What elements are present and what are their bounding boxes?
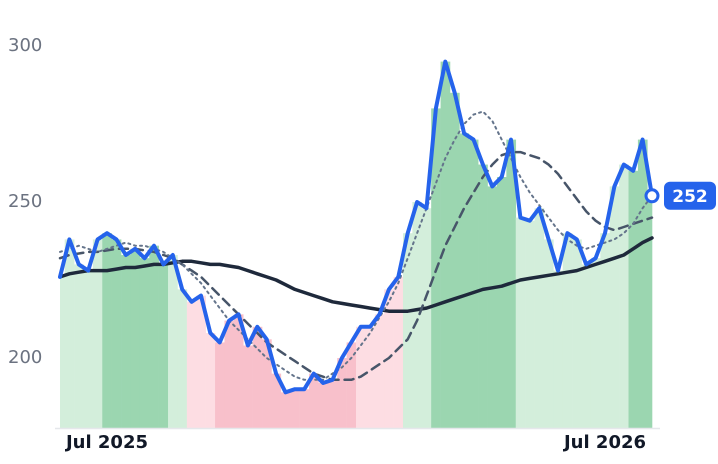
regime-fill — [590, 258, 601, 429]
regime-fill — [280, 392, 291, 429]
regime-fill — [149, 245, 159, 429]
last-value-badge — [664, 181, 716, 210]
regime-fill — [121, 255, 131, 429]
regime-fill — [64, 239, 75, 429]
regime-fill — [468, 139, 479, 429]
regime-fill — [262, 339, 272, 429]
regime-fill — [581, 264, 592, 429]
regime-fill — [233, 314, 244, 429]
regime-fill — [92, 239, 103, 429]
regime-fill — [421, 208, 432, 429]
regime-fill — [440, 61, 451, 429]
regime-fill — [534, 208, 545, 429]
series-line — [58, 59, 654, 395]
regime-fill — [215, 342, 225, 429]
lines — [58, 59, 654, 395]
regime-fill — [130, 248, 141, 429]
y-tick-label: 300 — [8, 35, 42, 56]
regime-fill — [224, 320, 235, 429]
regime-fill — [327, 379, 338, 429]
regime-fill — [609, 186, 620, 429]
x-tick-label: Jul 2026 — [562, 432, 646, 453]
regime-fill — [318, 382, 329, 429]
regime-fill — [252, 326, 263, 429]
regime-fill — [412, 202, 423, 429]
regime-fill — [60, 276, 65, 429]
regime-fill — [374, 314, 385, 429]
regime-fill — [365, 326, 376, 429]
x-tick-label: Jul 2025 — [64, 432, 148, 453]
regime-fill — [83, 270, 94, 429]
regime-fill — [299, 389, 310, 429]
regime-fill — [572, 239, 582, 429]
regime-fill — [515, 217, 526, 429]
last-value-label: 252 — [672, 187, 708, 207]
regime-fill — [309, 373, 319, 429]
regime-fill — [543, 239, 554, 429]
regime-fill — [402, 233, 413, 429]
regime-fill — [196, 295, 206, 429]
regime-fill — [290, 389, 300, 429]
regime-fill — [337, 358, 347, 429]
regime-fill — [562, 233, 573, 429]
regime-fill — [487, 186, 498, 429]
regime-fill — [496, 177, 507, 429]
y-tick-label: 200 — [8, 347, 42, 368]
regime-fill — [102, 233, 112, 429]
regime-fill — [553, 270, 564, 429]
regime-fill — [619, 164, 629, 429]
regime-fill — [205, 333, 216, 429]
regime-fill — [628, 170, 639, 429]
regime-fill — [111, 239, 122, 429]
series-line — [58, 236, 654, 313]
regime-fill — [525, 220, 535, 429]
regime-fill — [168, 255, 178, 429]
regime-fill — [139, 258, 150, 429]
regime-fill — [393, 276, 404, 429]
regime-fill — [459, 133, 470, 429]
last-point — [644, 188, 660, 204]
y-tick-label: 250 — [8, 191, 42, 212]
regime-fill — [600, 233, 611, 429]
regime-fill — [74, 264, 84, 429]
regime-fill — [478, 164, 488, 429]
series-line — [59, 110, 653, 381]
regime-fill — [647, 195, 653, 429]
regime-fill — [186, 301, 197, 429]
regime-fill — [158, 264, 169, 429]
regime-fill — [243, 345, 253, 429]
regime-fill — [346, 342, 357, 429]
regime-fill — [637, 139, 648, 429]
regime-fill — [177, 289, 188, 429]
regime-fill — [271, 373, 282, 429]
regime-fill — [449, 92, 460, 429]
